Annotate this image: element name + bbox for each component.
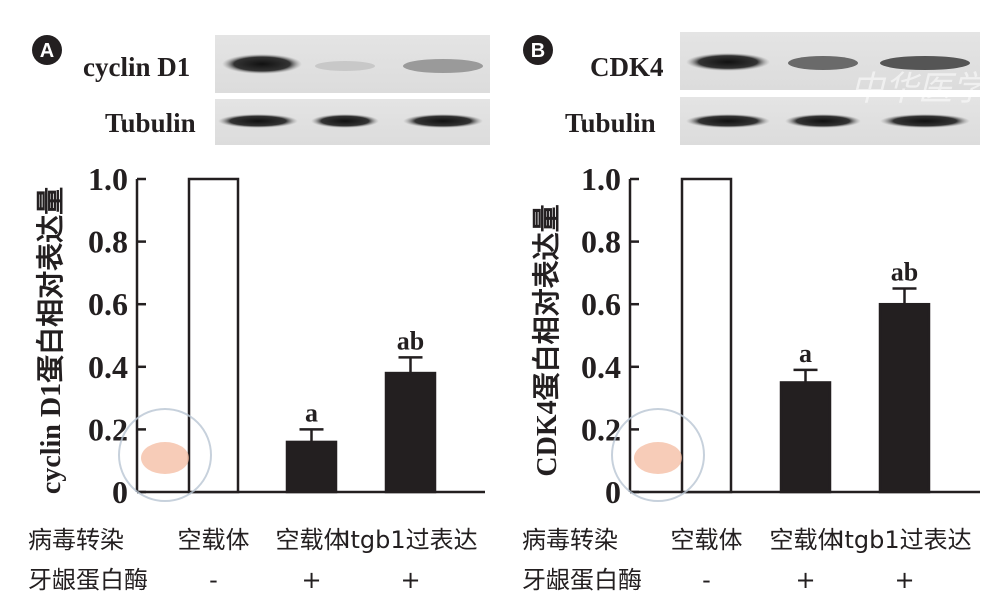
blot-band xyxy=(403,114,483,128)
significance-label: a xyxy=(799,339,812,368)
bar xyxy=(187,177,240,494)
blot-label-cyclin-d1: cyclin D1 xyxy=(83,52,190,82)
y-tick-label: 0.4 xyxy=(88,349,128,385)
x-category-label: 空载体 xyxy=(770,526,842,554)
blot-band xyxy=(880,56,970,70)
panel-a-label: A xyxy=(40,40,54,62)
panel-b-badge xyxy=(523,35,553,65)
y-tick-label: 1.0 xyxy=(581,161,621,197)
y-tick-label: 0 xyxy=(112,474,128,510)
watermark-seal-icon xyxy=(611,408,705,502)
panel-a-badge xyxy=(32,35,62,65)
y-tick-label: 0.6 xyxy=(88,286,128,322)
y-tick-label: 0.8 xyxy=(88,224,128,260)
blot-label-tubulin-b: Tubulin xyxy=(565,108,656,138)
panel-a-blots: A cyclin D1 Tubulin xyxy=(32,35,490,145)
enzyme-sign: + xyxy=(894,566,914,594)
panel-b-label: B xyxy=(531,40,545,62)
significance-label: ab xyxy=(397,326,424,355)
bar xyxy=(779,381,832,494)
bar xyxy=(878,302,931,494)
blot-band xyxy=(788,56,858,70)
watermark-map-icon xyxy=(141,442,189,474)
blot-band xyxy=(880,114,970,128)
y-tick-label: 1.0 xyxy=(88,161,128,197)
row-label-enzyme: 牙龈蛋白酶 xyxy=(28,566,148,594)
row-label-enzyme: 牙龈蛋白酶 xyxy=(522,566,642,594)
blot-label-tubulin-a: Tubulin xyxy=(105,108,196,138)
x-category-label: 空载体 xyxy=(671,526,743,554)
blot-band xyxy=(315,61,375,71)
blot-band xyxy=(222,54,302,74)
blot-band xyxy=(686,114,770,128)
y-tick-label: 0.4 xyxy=(581,349,621,385)
y-tick-label: 0.6 xyxy=(581,286,621,322)
panel-b-blots: B CDK4 Tubulin 中华医学会 xyxy=(523,32,1004,145)
enzyme-sign: - xyxy=(209,566,218,594)
enzyme-sign: + xyxy=(301,566,321,594)
blot-band xyxy=(403,59,483,73)
significance-label: a xyxy=(305,398,318,427)
enzyme-sign: + xyxy=(795,566,815,594)
blot-band xyxy=(311,114,379,128)
x-category-label: 空载体 xyxy=(178,526,250,554)
row-label-virus: 病毒转染 xyxy=(28,526,124,554)
blot-label-cdk4: CDK4 xyxy=(590,52,664,82)
enzyme-sign: + xyxy=(400,566,420,594)
y-axis-label: cyclin D1蛋白相对表达量 xyxy=(34,187,67,494)
x-category-label: Itgb1过表达 xyxy=(837,526,971,554)
watermark-text: 中华医学会 xyxy=(850,69,1004,109)
watermark-map-icon xyxy=(634,442,682,474)
blot-band xyxy=(785,114,861,128)
blot-band xyxy=(686,53,770,71)
significance-label: ab xyxy=(891,258,918,287)
row-label-virus: 病毒转染 xyxy=(522,526,618,554)
y-tick-label: 0.2 xyxy=(88,411,128,447)
bar xyxy=(384,371,437,494)
x-category-label: 空载体 xyxy=(276,526,348,554)
x-category-label: Itgb1过表达 xyxy=(343,526,477,554)
watermark-seal-icon xyxy=(118,408,212,502)
bar xyxy=(680,177,733,494)
y-tick-label: 0.2 xyxy=(581,411,621,447)
enzyme-sign: - xyxy=(702,566,711,594)
y-tick-label: 0.8 xyxy=(581,224,621,260)
y-axis-label: CDK4蛋白相对表达量 xyxy=(530,204,563,476)
blot-band xyxy=(218,114,298,128)
y-tick-label: 0 xyxy=(605,474,621,510)
bar xyxy=(285,440,338,494)
